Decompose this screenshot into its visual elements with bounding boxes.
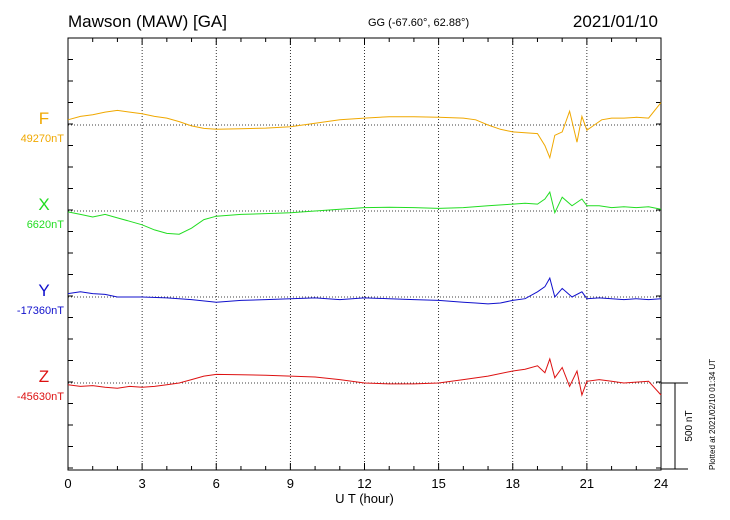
series-name-y: Y — [38, 281, 49, 300]
x-tick-label: 21 — [580, 476, 594, 491]
x-axis-label: U T (hour) — [335, 491, 394, 506]
x-tick-label: 15 — [431, 476, 445, 491]
series-baseline-x: 6620nT — [27, 219, 65, 231]
series-name-z: Z — [39, 367, 49, 386]
x-tick-label: 0 — [64, 476, 71, 491]
observation-date: 2021/01/10 — [572, 12, 658, 31]
x-tick-label: 3 — [139, 476, 146, 491]
series-name-x: X — [38, 195, 49, 214]
x-tick-label: 9 — [287, 476, 294, 491]
series-baseline-y: -17360nT — [17, 305, 64, 317]
series-line-x — [67, 190, 662, 235]
station-coordinates: GG (-67.60°, 62.88°) — [368, 17, 470, 29]
station-title: Mawson (MAW) [GA] — [68, 12, 227, 31]
series-line-y — [67, 276, 662, 305]
x-tick-label: 18 — [506, 476, 520, 491]
x-tick-label: 6 — [213, 476, 220, 491]
x-tick-label: 24 — [654, 476, 668, 491]
series-baseline-f: 49270nT — [21, 133, 65, 145]
x-tick-label: 12 — [357, 476, 371, 491]
scale-bar-label: 500 nT — [684, 410, 695, 441]
series-line-f — [67, 102, 662, 160]
series-baseline-z: -45630nT — [17, 391, 64, 403]
plotted-timestamp: Plotted at 2021/02/10 01:34 UT — [708, 358, 717, 470]
series-name-f: F — [39, 109, 49, 128]
series-line-z — [67, 357, 662, 397]
